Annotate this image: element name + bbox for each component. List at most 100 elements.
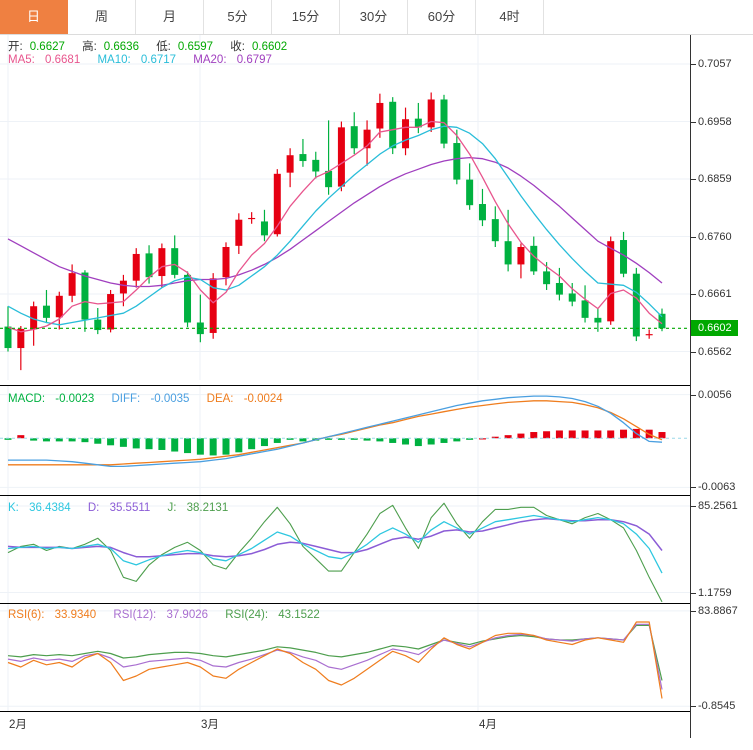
diff-value: -0.0035	[150, 393, 190, 405]
axis-tickmark	[691, 506, 696, 508]
low-label: 低:	[156, 41, 171, 53]
open-value: 0.6627	[29, 41, 65, 53]
tab-week-label: 周	[94, 9, 108, 24]
axis-tick-label: 0.6859	[698, 173, 732, 186]
timeframe-tabbar: 日 周 月 5分 15分 30分 60分 4时	[0, 0, 753, 35]
ma20-value: 0.6797	[236, 54, 272, 66]
axis-tickmark	[691, 294, 696, 296]
axis-tick-label: 83.8867	[698, 604, 738, 617]
dea-value: -0.0024	[243, 393, 283, 405]
date-axis-label: 4月	[479, 719, 497, 731]
tab-15min-label: 15分	[291, 9, 320, 24]
tab-60min[interactable]: 60分	[408, 0, 476, 34]
rsi6-value: 33.9340	[54, 609, 97, 621]
macd-axis: 0.0056 -0.0063	[690, 386, 753, 496]
date-axis-label: 2月	[9, 719, 27, 731]
macd-panel[interactable]	[0, 386, 690, 496]
close-value: 0.6602	[251, 41, 288, 53]
panel-divider-macd	[0, 385, 690, 386]
tab-week[interactable]: 周	[68, 0, 136, 34]
panel-divider-xaxis	[0, 711, 690, 712]
axis-tick-label: -0.8545	[698, 700, 736, 713]
tab-15min[interactable]: 15分	[272, 0, 340, 34]
axis-tick-label: -0.0063	[698, 481, 736, 494]
tab-60min-label: 60分	[427, 9, 456, 24]
rsi24-value: 43.1522	[278, 609, 320, 621]
tab-30min[interactable]: 30分	[340, 0, 408, 34]
k-value: 36.4384	[29, 502, 71, 514]
tabbar-filler	[544, 0, 753, 34]
axis-tick-label: 1.1759	[698, 586, 732, 599]
high-label: 高:	[82, 41, 97, 53]
rsi-plot[interactable]	[0, 604, 690, 712]
axis-tick-label: 0.0056	[698, 388, 732, 401]
axis-tickmark	[691, 610, 696, 612]
axis-tickmark	[691, 592, 696, 594]
dea-label: DEA:	[206, 393, 234, 405]
tab-4hour-label: 4时	[499, 9, 520, 24]
rsi12-value: 37.9026	[166, 609, 209, 621]
price-panel[interactable]	[0, 35, 690, 380]
rsi-legend: RSI(6): 33.9340 RSI(12): 37.9026 RSI(24)…	[8, 609, 334, 621]
d-label: D:	[87, 502, 100, 514]
rsi12-label: RSI(12):	[113, 609, 157, 621]
low-value: 0.6597	[177, 41, 214, 53]
ma5-value: 0.6681	[45, 54, 81, 66]
axis-tickmark	[691, 121, 696, 123]
kdj-axis: 85.2561 1.1759	[690, 496, 753, 604]
j-value: 38.2131	[186, 502, 229, 514]
date-axis-label: 3月	[201, 719, 219, 731]
tab-4hour[interactable]: 4时	[476, 0, 544, 34]
axis-tick-label: 0.6562	[698, 345, 732, 358]
kdj-panel[interactable]	[0, 496, 690, 604]
kdj-plot[interactable]	[0, 496, 690, 604]
rsi-axis: 83.8867 -0.8545	[690, 604, 753, 712]
axis-tickmark	[691, 351, 696, 353]
tab-30min-label: 30分	[359, 9, 388, 24]
axis-tick-label: 0.7057	[698, 58, 732, 71]
kdj-legend: K: 36.4384 D: 35.5511 J: 38.2131	[8, 502, 242, 514]
ma10-label: MA10:	[97, 54, 131, 66]
price-plot[interactable]	[0, 35, 690, 380]
macd-plot[interactable]	[0, 386, 690, 496]
open-label: 开:	[8, 41, 23, 53]
high-value: 0.6636	[103, 41, 139, 53]
diff-label: DIFF:	[111, 393, 141, 405]
tab-day-label: 日	[26, 9, 40, 24]
ma20-label: MA20:	[193, 54, 227, 66]
panel-divider-kdj	[0, 495, 690, 496]
tab-day[interactable]: 日	[0, 0, 68, 34]
axis-tickmark	[691, 64, 696, 66]
axis-tickmark	[691, 179, 696, 181]
axis-tickmark	[691, 236, 696, 238]
close-label: 收:	[230, 41, 245, 53]
macd-label: MACD:	[8, 393, 46, 405]
j-label: J:	[167, 502, 177, 514]
rsi24-label: RSI(24):	[225, 609, 269, 621]
axis-tick-label: 0.6760	[698, 230, 732, 243]
tab-5min-label: 5分	[227, 9, 248, 24]
axis-tick-label: 85.2561	[698, 500, 738, 513]
tab-month-label: 月	[162, 9, 176, 24]
macd-legend: MACD: -0.0023 DIFF: -0.0035 DEA: -0.0024	[8, 393, 297, 405]
tab-month[interactable]: 月	[136, 0, 204, 34]
axis-tickmark	[691, 394, 696, 396]
k-label: K:	[8, 502, 19, 514]
price-legend: 开: 0.6627 高: 0.6636 低: 0.6597 收: 0.6602	[8, 38, 301, 54]
rsi-panel[interactable]	[0, 604, 690, 712]
d-value: 35.5511	[109, 502, 151, 514]
axis-tick-label: 0.6661	[698, 288, 732, 301]
axis-tickmark	[691, 706, 696, 708]
axis-tick-label: 0.6958	[698, 115, 732, 128]
macd-value: -0.0023	[55, 393, 95, 405]
ma5-label: MA5:	[8, 54, 35, 66]
axis-tickmark	[691, 487, 696, 489]
price-axis: 0.7057 0.6958 0.6859 0.6760 0.6661 0.6562	[690, 35, 753, 380]
current-price-badge: 0.6602	[691, 320, 738, 337]
panel-divider-rsi	[0, 603, 690, 604]
rsi6-label: RSI(6):	[8, 609, 45, 621]
ma10-value: 0.6717	[140, 54, 177, 66]
ma-legend: MA5: 0.6681 MA10: 0.6717 MA20: 0.6797	[8, 54, 286, 66]
tab-5min[interactable]: 5分	[204, 0, 272, 34]
